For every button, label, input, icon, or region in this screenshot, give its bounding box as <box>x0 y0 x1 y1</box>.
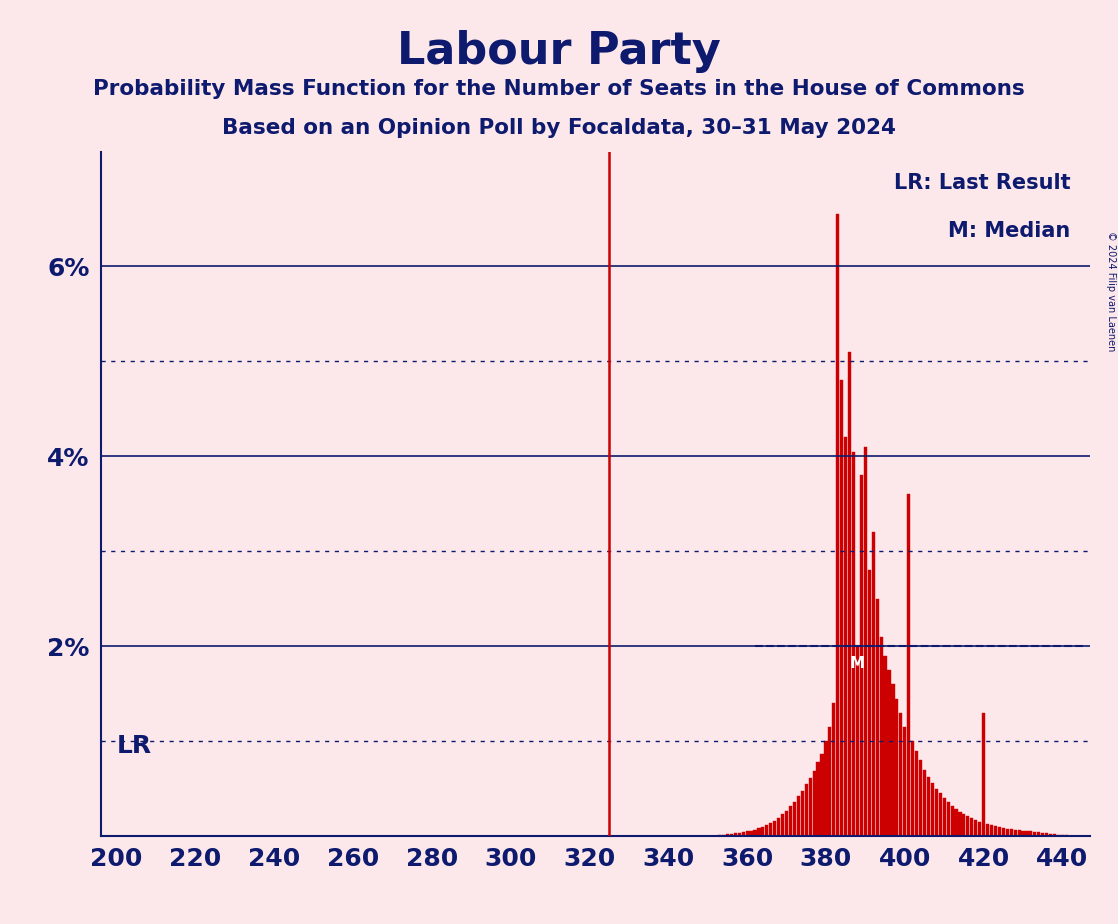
Bar <box>749 831 752 836</box>
Bar <box>1061 835 1064 836</box>
Bar <box>888 670 891 836</box>
Bar <box>805 784 808 836</box>
Bar <box>907 494 910 836</box>
Bar <box>958 811 961 836</box>
Bar <box>970 818 974 836</box>
Bar <box>963 814 966 836</box>
Bar <box>836 214 840 836</box>
Bar <box>1045 833 1049 836</box>
Bar <box>1033 832 1036 836</box>
Text: LR: Last Result: LR: Last Result <box>893 173 1070 193</box>
Bar <box>844 437 847 836</box>
Bar <box>997 827 1001 836</box>
Bar <box>966 816 969 836</box>
Bar <box>896 699 899 836</box>
Bar <box>911 741 915 836</box>
Bar <box>1006 829 1008 836</box>
Bar <box>903 727 907 836</box>
Text: M: Median: M: Median <box>948 221 1070 241</box>
Bar <box>942 798 946 836</box>
Bar <box>769 823 773 836</box>
Bar <box>978 821 982 836</box>
Bar <box>849 352 851 836</box>
Bar <box>1049 833 1052 836</box>
Bar <box>821 754 824 836</box>
Bar <box>1030 832 1033 836</box>
Bar <box>1041 833 1044 836</box>
Bar <box>950 806 954 836</box>
Bar <box>808 778 812 836</box>
Bar <box>860 475 863 836</box>
Bar <box>931 783 934 836</box>
Bar <box>785 810 788 836</box>
Bar <box>722 834 726 836</box>
Bar <box>741 833 745 836</box>
Bar <box>1002 828 1005 836</box>
Bar <box>765 825 768 836</box>
Bar <box>733 833 737 836</box>
Bar <box>974 821 977 836</box>
Bar <box>915 750 918 836</box>
Bar <box>793 801 796 836</box>
Bar <box>746 832 749 836</box>
Bar <box>718 834 721 836</box>
Bar <box>868 570 871 836</box>
Bar <box>872 532 874 836</box>
Text: M: M <box>850 656 865 671</box>
Bar <box>726 834 729 836</box>
Bar <box>1038 833 1041 836</box>
Text: LR: LR <box>116 734 152 758</box>
Bar <box>1022 831 1024 836</box>
Text: © 2024 Filip van Laenen: © 2024 Filip van Laenen <box>1106 231 1116 351</box>
Bar <box>919 760 922 836</box>
Bar <box>875 599 879 836</box>
Bar <box>1025 831 1029 836</box>
Bar <box>1017 830 1021 836</box>
Bar <box>832 703 835 836</box>
Bar <box>757 828 760 836</box>
Bar <box>761 827 765 836</box>
Text: Probability Mass Function for the Number of Seats in the House of Commons: Probability Mass Function for the Number… <box>93 79 1025 99</box>
Bar <box>883 656 887 836</box>
Bar <box>986 824 989 836</box>
Bar <box>777 818 780 836</box>
Bar <box>754 830 757 836</box>
Bar <box>738 833 741 836</box>
Bar <box>800 791 804 836</box>
Bar <box>939 794 941 836</box>
Bar <box>891 685 894 836</box>
Bar <box>994 826 997 836</box>
Bar <box>730 833 733 836</box>
Text: Based on an Opinion Poll by Focaldata, 30–31 May 2024: Based on an Opinion Poll by Focaldata, 3… <box>222 118 896 139</box>
Bar <box>989 825 993 836</box>
Bar <box>955 808 958 836</box>
Bar <box>813 771 816 836</box>
Bar <box>1010 829 1013 836</box>
Bar <box>840 381 843 836</box>
Bar <box>899 712 902 836</box>
Bar <box>774 821 776 836</box>
Bar <box>852 452 855 836</box>
Bar <box>982 712 985 836</box>
Bar <box>1014 830 1016 836</box>
Bar <box>1057 834 1060 836</box>
Bar <box>856 646 859 836</box>
Bar <box>864 447 866 836</box>
Bar <box>947 802 949 836</box>
Bar <box>781 814 784 836</box>
Bar <box>1053 834 1057 836</box>
Bar <box>816 762 819 836</box>
Bar <box>880 637 883 836</box>
Text: Labour Party: Labour Party <box>397 30 721 73</box>
Bar <box>789 807 792 836</box>
Bar <box>824 741 827 836</box>
Bar <box>797 796 799 836</box>
Bar <box>923 770 926 836</box>
Bar <box>828 727 832 836</box>
Bar <box>935 789 938 836</box>
Bar <box>927 777 930 836</box>
